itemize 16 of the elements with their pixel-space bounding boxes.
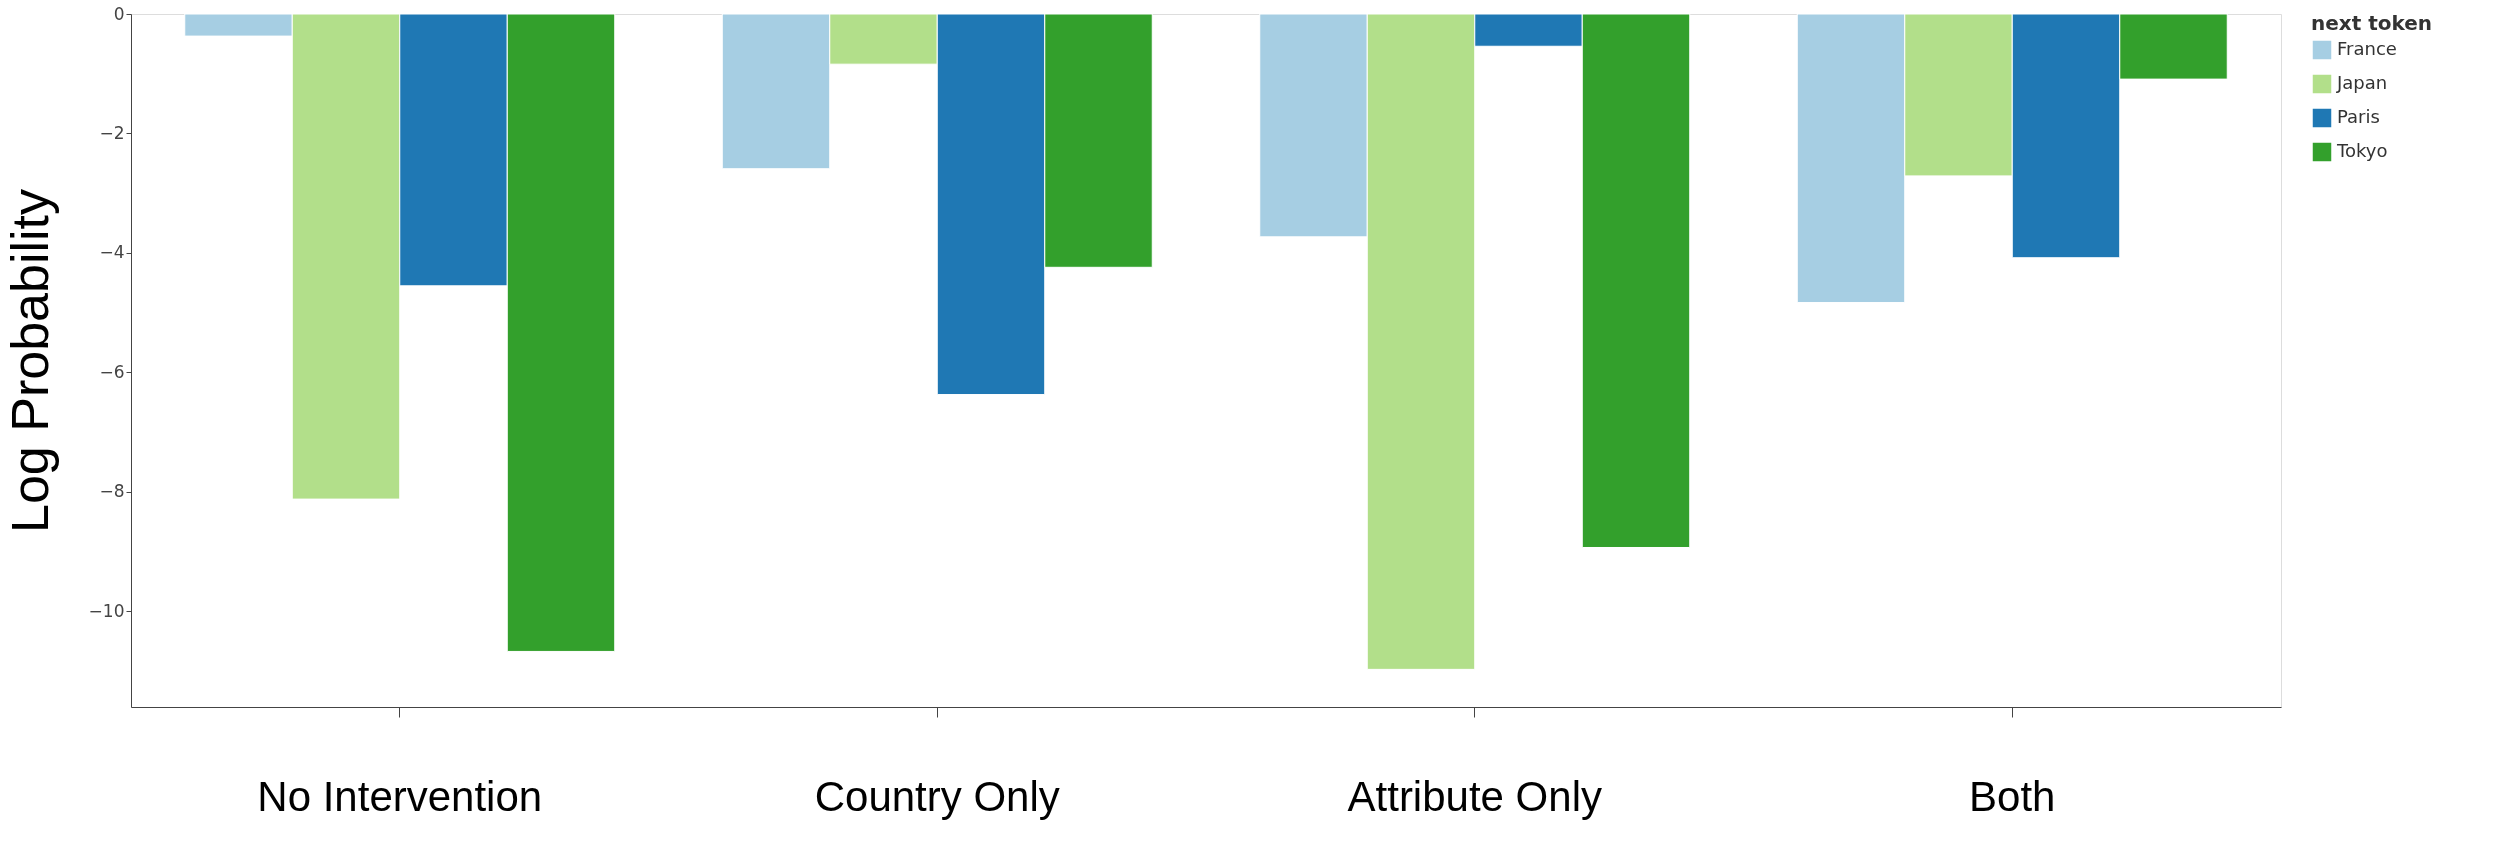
legend-label: Japan: [2336, 72, 2388, 93]
y-tick-label: −2: [99, 122, 125, 143]
legend-label: France: [2337, 38, 2397, 59]
x-tick-label: No Intervention: [257, 772, 543, 820]
legend-title: next token: [2311, 11, 2433, 35]
legend-label: Tokyo: [2336, 140, 2388, 161]
y-axis-title: Log Probability: [0, 189, 59, 533]
y-tick-label: −10: [88, 600, 125, 621]
y-tick-label: −8: [99, 481, 125, 502]
x-tick-label: Both: [1969, 772, 2056, 820]
y-tick-label: −6: [99, 361, 125, 382]
y-tick-label: 0: [113, 3, 125, 24]
legend-label: Paris: [2337, 106, 2380, 127]
y-tick-label: −4: [99, 242, 125, 263]
x-tick-label: Attribute Only: [1347, 772, 1602, 820]
x-tick-label: Country Only: [814, 772, 1060, 820]
